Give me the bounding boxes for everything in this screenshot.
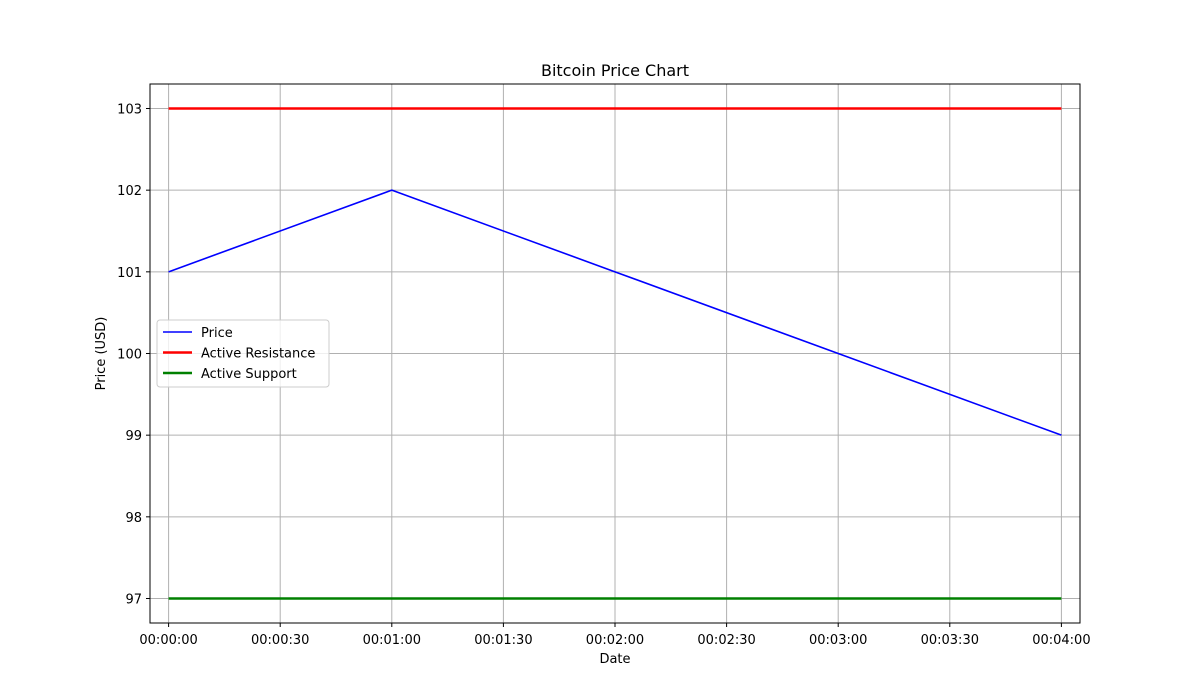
axis-ticks: 00:00:00 00:00:30 00:01:00 00:01:30 00:02:00… (117, 103, 1090, 649)
y-tick-label: 101 (117, 266, 142, 281)
y-tick-label: 103 (117, 103, 142, 118)
x-tick-label: 00:02:30 (697, 633, 755, 648)
legend-label-active-support: Active Support (201, 367, 297, 382)
y-tick-label: 99 (125, 429, 142, 444)
legend-label-active-resistance: Active Resistance (201, 347, 315, 362)
legend-label-price: Price (201, 326, 233, 341)
legend: Price Active Resistance Active Support (156, 319, 330, 388)
y-tick-label: 97 (125, 593, 142, 608)
x-tick-label: 00:03:00 (809, 633, 867, 648)
x-tick-label: 00:02:00 (586, 633, 644, 648)
y-axis-label: Price (USD) (94, 317, 109, 391)
chart-title: Bitcoin Price Chart (541, 61, 689, 80)
x-tick-label: 00:01:00 (363, 633, 421, 648)
series-line-price (168, 189, 1062, 436)
x-tick-label: 00:03:30 (921, 633, 979, 648)
x-axis-label: Date (599, 652, 630, 667)
y-tick-label: 100 (117, 348, 142, 363)
y-tick-label: 98 (125, 511, 142, 526)
x-tick-label: 00:00:00 (139, 633, 197, 648)
x-tick-label: 00:01:30 (474, 633, 532, 648)
series-lines (168, 107, 1062, 600)
x-tick-label: 00:00:30 (251, 633, 309, 648)
y-tick-label: 102 (117, 184, 142, 199)
legend-box (156, 319, 330, 388)
x-tick-label: 00:04:00 (1032, 633, 1090, 648)
